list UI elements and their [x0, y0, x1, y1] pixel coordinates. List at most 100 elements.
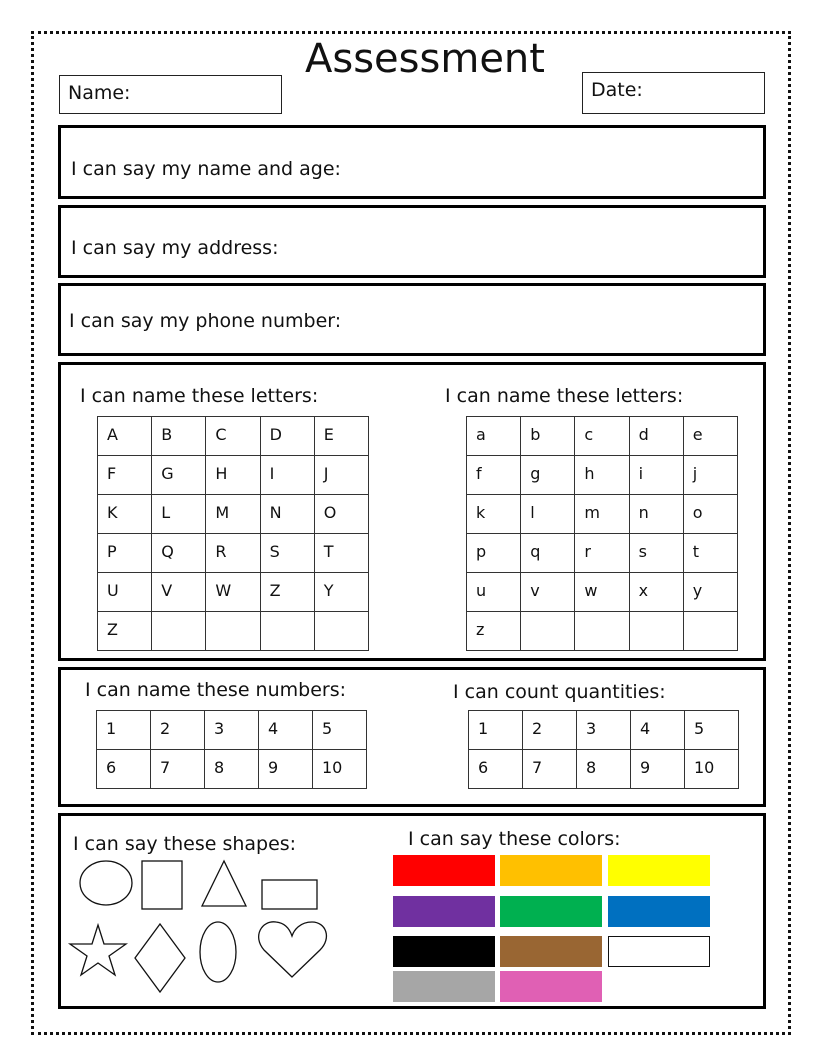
lower-cell: j [683, 456, 738, 495]
lower-cell [575, 612, 630, 651]
lower-cell: k [467, 495, 522, 534]
upper-cell: P [98, 534, 153, 573]
upper-cell: D [260, 417, 315, 456]
upper-cell: Z [98, 612, 153, 651]
upper-cell: C [206, 417, 261, 456]
lower-cell: w [575, 573, 630, 612]
shapes-colors-box: I can say these shapes: I can say these … [58, 813, 766, 1009]
upper-cell: V [152, 573, 207, 612]
color-swatch [393, 936, 495, 967]
upper-cell: M [206, 495, 261, 534]
dotted-border [31, 31, 791, 1035]
numbers-cell: 2 [151, 711, 205, 750]
address-prompt: I can say my address: [71, 237, 279, 259]
numbers-cell: 1 [97, 711, 151, 750]
lower-cell: u [467, 573, 522, 612]
quantities-cell: 8 [577, 750, 631, 789]
lower-cell: n [629, 495, 684, 534]
color-swatch [500, 855, 602, 886]
upper-cell: B [152, 417, 207, 456]
upper-cell: S [260, 534, 315, 573]
lower-cell: f [467, 456, 522, 495]
color-swatch [500, 896, 602, 927]
upper-cell: R [206, 534, 261, 573]
lower-cell: a [467, 417, 522, 456]
lower-cell: l [521, 495, 576, 534]
color-swatch [393, 971, 495, 1002]
lower-cell: v [521, 573, 576, 612]
date-field[interactable]: Date: [582, 72, 765, 114]
upper-cell [314, 612, 369, 651]
lower-letters-prompt: I can name these letters: [445, 385, 684, 407]
numbers-box: I can name these numbers: I can count qu… [58, 667, 766, 807]
quantities-cell: 10 [685, 750, 739, 789]
quantities-cell: 2 [523, 711, 577, 750]
quantities-cell: 3 [577, 711, 631, 750]
wide-rectangle-shape [261, 879, 318, 910]
lower-cell: y [683, 573, 738, 612]
lower-cell: h [575, 456, 630, 495]
rectangle-shape [141, 860, 183, 910]
upper-cell: N [260, 495, 315, 534]
upper-cell: E [314, 417, 369, 456]
address-box: I can say my address: [58, 205, 766, 278]
upper-letters-prompt: I can name these letters: [80, 385, 319, 407]
phone-prompt: I can say my phone number: [69, 310, 342, 332]
quantities-cell: 1 [469, 711, 523, 750]
numbers-cell: 7 [151, 750, 205, 789]
shapes-prompt: I can say these shapes: [73, 833, 297, 855]
upper-cell: F [98, 456, 153, 495]
lower-cell: p [467, 534, 522, 573]
upper-cell: Z [260, 573, 315, 612]
name-field[interactable]: Name: [59, 75, 282, 114]
numbers-cell: 3 [205, 711, 259, 750]
color-swatch [608, 896, 710, 927]
oval-shape [199, 921, 237, 983]
lower-cell: q [521, 534, 576, 573]
upper-cell: U [98, 573, 153, 612]
numbers-cell: 9 [259, 750, 313, 789]
numbers-cell: 8 [205, 750, 259, 789]
upper-cell: W [206, 573, 261, 612]
upper-cell: L [152, 495, 207, 534]
upper-cell: G [152, 456, 207, 495]
numbers-cell: 10 [313, 750, 367, 789]
numbers-cell: 4 [259, 711, 313, 750]
upper-cell: T [314, 534, 369, 573]
upper-cell: J [314, 456, 369, 495]
color-swatch [608, 855, 710, 886]
quantities-cell: 5 [685, 711, 739, 750]
circle-shape [79, 860, 133, 906]
upper-cell [152, 612, 207, 651]
color-swatch [393, 896, 495, 927]
upper-cell [206, 612, 261, 651]
quantities-cell: 9 [631, 750, 685, 789]
lower-cell: m [575, 495, 630, 534]
letters-box: I can name these letters: I can name the… [58, 362, 766, 661]
lower-cell: t [683, 534, 738, 573]
upper-cell: O [314, 495, 369, 534]
quantities-cell: 7 [523, 750, 577, 789]
name-age-prompt: I can say my name and age: [71, 158, 341, 180]
diamond-shape [134, 922, 186, 994]
color-swatch [608, 936, 710, 967]
lower-cell: z [467, 612, 522, 651]
lower-cell: b [521, 417, 576, 456]
lower-cell: c [575, 417, 630, 456]
date-label: Date: [591, 79, 643, 101]
lower-cell: e [683, 417, 738, 456]
lower-cell [629, 612, 684, 651]
lower-cell [521, 612, 576, 651]
triangle-shape [200, 859, 248, 907]
numbers-prompt: I can name these numbers: [85, 679, 346, 701]
numbers-cell: 6 [97, 750, 151, 789]
lower-cell [683, 612, 738, 651]
upper-cell: Q [152, 534, 207, 573]
lower-cell: x [629, 573, 684, 612]
colors-prompt: I can say these colors: [408, 828, 621, 850]
quantities-cell: 6 [469, 750, 523, 789]
